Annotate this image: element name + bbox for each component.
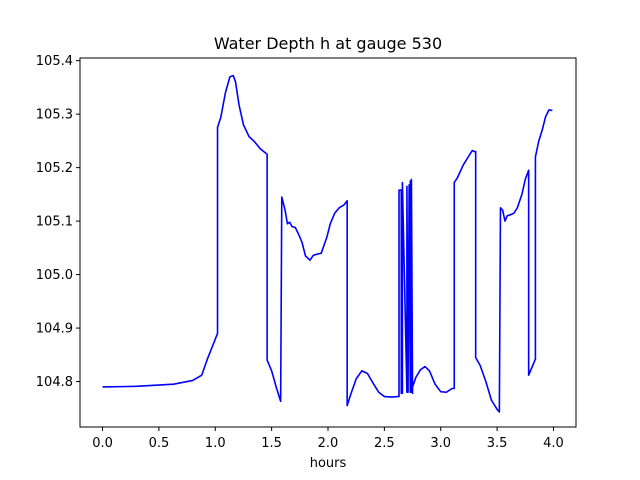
axes-frame <box>79 57 577 428</box>
chart-title: Water Depth h at gauge 530 <box>214 34 442 53</box>
x-tick-label: 0.5 <box>149 436 170 451</box>
x-tick-label: 3.5 <box>487 436 508 451</box>
x-tick-label: 2.5 <box>374 436 395 451</box>
x-tick-label: 3.0 <box>430 436 451 451</box>
x-tick-label: 0.0 <box>92 436 113 451</box>
y-tick-label: 105.4 <box>36 54 73 69</box>
series-line-0 <box>102 74 553 413</box>
x-tick-label: 4.0 <box>543 436 564 451</box>
x-axis-ticks: 0.0 0.5 1.0 1.5 2.0 2.5 3.0 3.5 4.0 <box>92 427 564 451</box>
x-axis-label: hours <box>310 456 347 471</box>
y-tick-label: 105.3 <box>36 108 73 123</box>
x-tick-label: 2.0 <box>318 436 339 451</box>
y-tick-label: 105.0 <box>36 268 73 283</box>
y-axis-ticks: 104.8 104.9 105.0 105.1 105.2 105.3 105.4 <box>36 54 80 390</box>
y-tick-label: 104.9 <box>36 322 73 337</box>
plot-area <box>102 74 553 413</box>
x-tick-label: 1.5 <box>261 436 282 451</box>
y-tick-label: 105.1 <box>36 215 73 230</box>
y-tick-label: 105.2 <box>36 161 73 176</box>
y-tick-label: 104.8 <box>36 375 73 390</box>
x-tick-label: 1.0 <box>205 436 226 451</box>
